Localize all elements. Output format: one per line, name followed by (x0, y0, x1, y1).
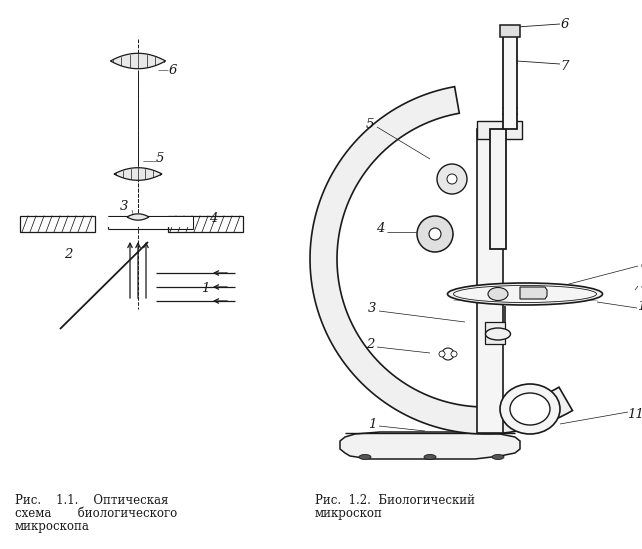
Polygon shape (110, 53, 166, 69)
Ellipse shape (451, 351, 457, 357)
Ellipse shape (437, 164, 467, 194)
Ellipse shape (488, 288, 508, 300)
Bar (500, 25, 520, 37)
Ellipse shape (492, 455, 504, 460)
Text: 5: 5 (366, 117, 374, 131)
Bar (168, 216, 243, 232)
Ellipse shape (500, 384, 560, 434)
Ellipse shape (510, 393, 550, 425)
Text: 2: 2 (64, 248, 72, 260)
Text: 3: 3 (120, 199, 128, 212)
Ellipse shape (447, 283, 602, 305)
Bar (108, 217, 193, 227)
Text: 9: 9 (641, 277, 642, 290)
Polygon shape (310, 87, 573, 434)
Text: 4: 4 (376, 222, 384, 236)
Polygon shape (520, 287, 547, 299)
Ellipse shape (485, 328, 510, 340)
Bar (20, 216, 95, 232)
Text: 10: 10 (637, 300, 642, 312)
Text: 5: 5 (156, 153, 164, 165)
Text: 11: 11 (627, 407, 642, 421)
Ellipse shape (442, 348, 454, 360)
Bar (477, 129, 503, 433)
Bar (485, 322, 505, 344)
Ellipse shape (447, 174, 457, 184)
Text: 3: 3 (368, 302, 376, 316)
Text: 2: 2 (366, 338, 374, 350)
Ellipse shape (439, 351, 445, 357)
Text: 4: 4 (209, 212, 217, 226)
Text: Рис.  1.2.  Биологический: Рис. 1.2. Биологический (315, 494, 475, 507)
Ellipse shape (424, 455, 436, 460)
Text: 1: 1 (201, 282, 209, 294)
Polygon shape (340, 432, 520, 459)
Ellipse shape (359, 455, 371, 460)
Ellipse shape (417, 216, 453, 252)
Text: 8: 8 (641, 257, 642, 271)
Ellipse shape (429, 228, 441, 240)
Text: микроскоп: микроскоп (315, 507, 383, 520)
Text: 6: 6 (561, 18, 569, 31)
Text: микроскопа: микроскопа (15, 520, 90, 533)
Text: схема       биологического: схема биологического (15, 507, 177, 520)
Bar (490, 129, 506, 249)
Ellipse shape (453, 285, 596, 302)
Text: 7: 7 (561, 60, 569, 74)
Text: 1: 1 (368, 417, 376, 430)
Text: 6: 6 (169, 64, 177, 76)
Bar (477, 121, 522, 139)
Polygon shape (127, 214, 149, 220)
Text: Рис.    1.1.    Оптическая: Рис. 1.1. Оптическая (15, 494, 168, 507)
Polygon shape (114, 167, 162, 180)
Bar (503, 29, 517, 129)
